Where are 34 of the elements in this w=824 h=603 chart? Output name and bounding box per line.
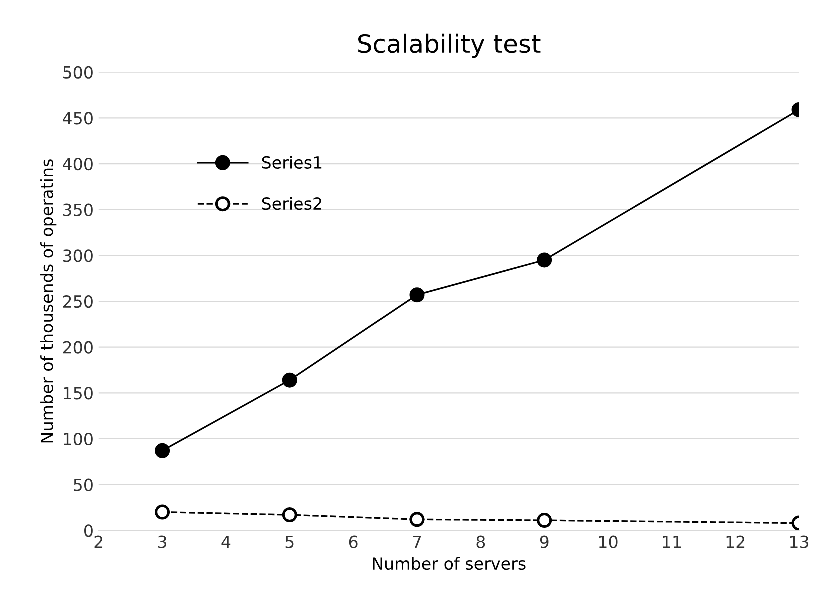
point [282,372,298,388]
x-tick-label: 4 [222,536,231,548]
y-tick-label: 400 [63,158,93,171]
point [410,512,425,528]
x-tick-label: 5 [286,536,294,548]
chart-title: Scalability test [358,34,541,58]
y-tick-label: 350 [63,204,93,216]
x-axis-title: Number of servers [373,557,526,570]
y-tick-label: 250 [63,295,93,308]
y-tick-label: 500 [63,66,93,79]
y-tick-label: 150 [64,387,93,400]
y-tick-label: 200 [63,341,93,354]
x-tick-label: 9 [540,536,549,548]
x-tick-label: 6 [349,536,358,548]
y-axis-title: Number of thousends of operatins [40,160,57,443]
point [282,508,298,523]
x-tick-label: 2 [94,536,103,548]
point [410,288,425,303]
legend-label: Series2 [262,197,322,210]
x-tick-label: 7 [413,536,422,548]
x-tick-label: 3 [158,536,167,548]
legend-label: Series1 [262,156,322,170]
x-tick-label: 13 [790,536,809,548]
y-tick-label: 450 [63,112,93,125]
y-tick-label: 50 [74,478,93,492]
x-tick-label: 10 [599,536,618,548]
x-tick-label: 8 [476,536,486,548]
y-tick-label: 100 [64,432,93,446]
point [155,443,170,458]
point [155,504,170,520]
y-tick-label: 300 [63,250,93,262]
y-tick-label: 0 [84,524,93,538]
x-tick-label: 12 [726,536,745,548]
x-tick-label: 11 [663,536,681,548]
